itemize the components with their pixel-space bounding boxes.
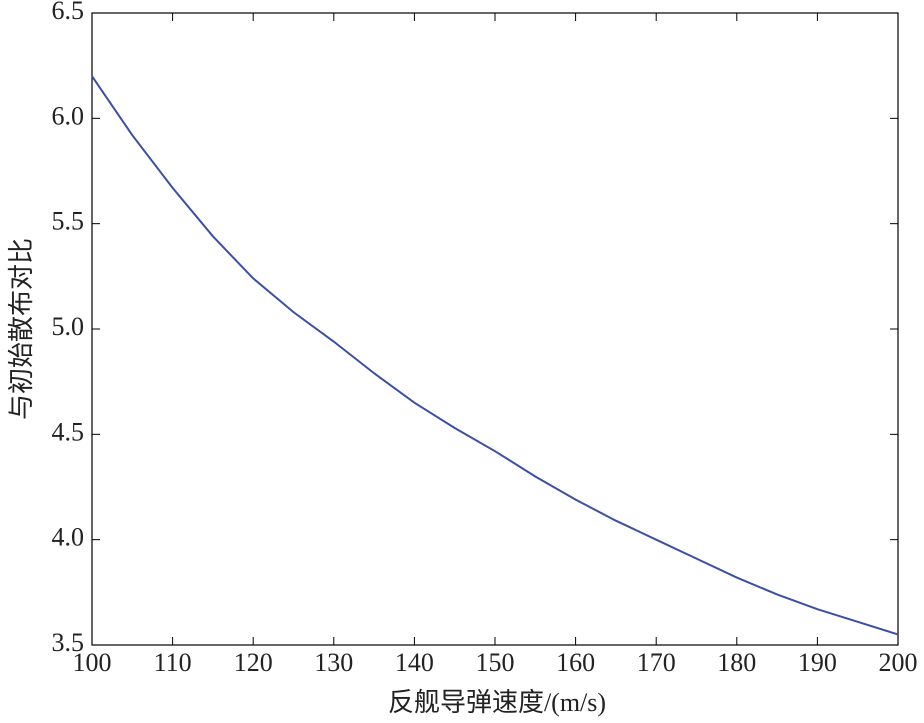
x-tick-label: 120 (234, 648, 273, 677)
data-line (91, 75, 899, 636)
y-tick-label: 4.5 (52, 417, 85, 446)
x-tick-label: 130 (314, 648, 353, 677)
x-tick-label: 160 (556, 648, 595, 677)
x-tick-label: 190 (798, 648, 837, 677)
y-tick-label: 3.5 (52, 628, 85, 657)
x-tick-label: 110 (154, 648, 192, 677)
x-axis-label: 反舰导弹速度/(m/s) (388, 688, 606, 717)
x-tick-label: 150 (476, 648, 515, 677)
x-tick-label: 200 (879, 648, 918, 677)
x-tick-label: 180 (717, 648, 756, 677)
x-tick-label: 100 (73, 648, 112, 677)
y-axis-label: 与初始散布对比 (7, 238, 36, 420)
plot-frame (91, 12, 899, 646)
y-tick-label: 5.0 (52, 312, 85, 341)
x-tick-label: 170 (637, 648, 676, 677)
y-tick-label: 5.5 (52, 207, 85, 236)
y-tick-label: 6.0 (52, 101, 85, 130)
x-tick-label: 140 (395, 648, 434, 677)
y-tick-label: 6.5 (52, 0, 85, 25)
y-tick-label: 4.0 (52, 523, 85, 552)
